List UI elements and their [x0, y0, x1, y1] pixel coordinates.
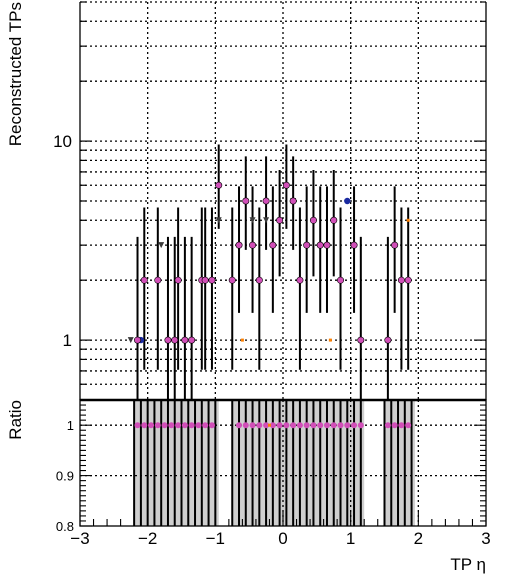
- orange-marker: [406, 218, 410, 222]
- data-point: [397, 276, 405, 284]
- data-point: [235, 241, 243, 249]
- data-point: [188, 336, 196, 344]
- ratio-point: [134, 422, 141, 429]
- ratio-point: [242, 422, 249, 429]
- ratio-point: [290, 422, 297, 429]
- triangle-marker: [249, 217, 256, 224]
- data-point: [171, 336, 179, 344]
- x-tick-label: −2: [138, 529, 157, 548]
- ratio-point: [154, 422, 161, 429]
- data-point: [181, 336, 189, 344]
- ratio-point: [296, 422, 303, 429]
- lower-panel: 0.8 0.9 1 −3 −2 −1 0 1 2 3: [56, 398, 491, 548]
- data-point: [164, 336, 172, 344]
- data-point: [154, 276, 162, 284]
- ratio-point: [168, 422, 175, 429]
- data-point: [276, 216, 284, 224]
- x-tick-label: 3: [481, 529, 490, 548]
- ratio-point: [405, 422, 412, 429]
- ratio-point: [256, 422, 263, 429]
- data-point: [323, 241, 331, 249]
- data-point: [255, 276, 263, 284]
- ratio-orange-point: [267, 423, 271, 427]
- ratio-point: [384, 422, 391, 429]
- ratio-point: [398, 422, 405, 429]
- data-point: [134, 336, 142, 344]
- data-point: [384, 336, 392, 344]
- ratio-point: [202, 422, 209, 429]
- data-point: [242, 197, 250, 205]
- ratio-point: [283, 422, 290, 429]
- triangle-marker: [158, 242, 165, 249]
- x-tick-label: 2: [414, 529, 423, 548]
- orange-marker: [328, 338, 332, 342]
- ratio-point: [181, 422, 188, 429]
- data-point: [404, 276, 412, 284]
- triangle-marker: [127, 337, 134, 344]
- data-point: [208, 276, 216, 284]
- data-point: [296, 276, 304, 284]
- ratio-point: [269, 422, 276, 429]
- data-point: [228, 276, 236, 284]
- data-point: [282, 181, 290, 189]
- ratio-point: [208, 422, 215, 429]
- data-point: [350, 241, 358, 249]
- blue-marker: [344, 197, 351, 205]
- x-tick-label: −3: [70, 529, 89, 548]
- x-tick-label: −1: [206, 529, 225, 548]
- data-point: [174, 276, 182, 284]
- lower-y-tick-label: 1: [67, 418, 74, 433]
- ratio-error-band: [232, 400, 365, 526]
- data-point: [303, 241, 311, 249]
- data-point: [309, 216, 317, 224]
- ratio-point: [310, 422, 317, 429]
- ratio-point: [188, 422, 195, 429]
- ratio-point: [249, 422, 256, 429]
- data-point: [215, 181, 223, 189]
- lower-y-tick-label: 0.8: [56, 519, 74, 534]
- upper-ylabel: Reconstructed TPs: [6, 2, 25, 146]
- ratio-error-band: [384, 400, 415, 526]
- ratio-point: [344, 422, 351, 429]
- lower-ylabel: Ratio: [6, 400, 25, 440]
- ratio-point: [195, 422, 202, 429]
- data-point: [249, 241, 257, 249]
- ratio-point: [263, 422, 270, 429]
- ratio-point: [391, 422, 398, 429]
- triangle-marker: [215, 217, 222, 224]
- ratio-point: [236, 422, 243, 429]
- ratio-point: [330, 422, 337, 429]
- ratio-point: [337, 422, 344, 429]
- lower-y-tick-label: 0.9: [56, 469, 74, 484]
- data-point: [391, 241, 399, 249]
- upper-y-tick-label: 1: [63, 331, 72, 350]
- data-point: [316, 241, 324, 249]
- triangle-marker: [263, 217, 270, 224]
- x-axis-label: TP η: [450, 555, 486, 574]
- data-point: [330, 216, 338, 224]
- data-point: [357, 336, 365, 344]
- data-point: [262, 197, 270, 205]
- upper-y-tick-label: 10: [53, 132, 72, 151]
- ratio-point: [303, 422, 310, 429]
- data-point: [337, 276, 345, 284]
- ratio-point: [161, 422, 168, 429]
- data-point: [289, 197, 297, 205]
- data-point: [201, 276, 209, 284]
- x-tick-label: 1: [346, 529, 355, 548]
- upper-panel: 1 10: [53, 1, 487, 401]
- data-point: [269, 241, 277, 249]
- ratio-point: [317, 422, 324, 429]
- ratio-point: [351, 422, 358, 429]
- ratio-point: [148, 422, 155, 429]
- data-point: [140, 276, 148, 284]
- x-tick-label: 0: [278, 529, 287, 548]
- ratio-point: [276, 422, 283, 429]
- ratio-point: [141, 422, 148, 429]
- ratio-point: [357, 422, 364, 429]
- ratio-point: [175, 422, 182, 429]
- orange-marker: [240, 338, 244, 342]
- ratio-point: [323, 422, 330, 429]
